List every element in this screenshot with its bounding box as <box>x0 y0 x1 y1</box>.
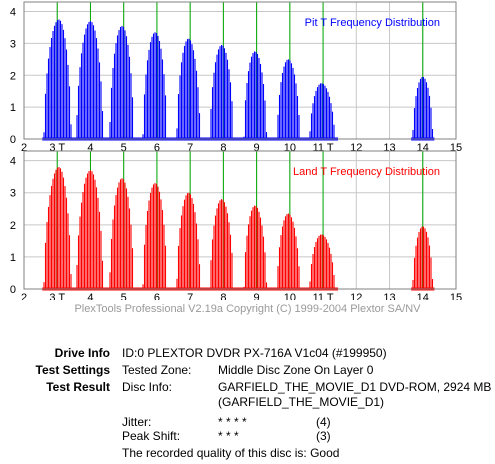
land-x-tick-label: 9 <box>254 292 260 300</box>
disc-info-line2: (GARFIELD_THE_MOVIE_D1) <box>218 395 385 409</box>
land-peak-7 <box>277 213 300 289</box>
land-y-tick-label: 2 <box>10 220 16 232</box>
pit-x-tick-label: 9 <box>254 142 260 154</box>
pit-frame <box>23 1 457 140</box>
land-peak-8 <box>309 234 335 289</box>
pit-x-tick-label: 8 <box>220 142 226 154</box>
peak-shift-stars: * * * <box>218 429 239 443</box>
pit-peak-1 <box>76 21 104 139</box>
pit-y-tick-label: 0 <box>10 134 16 146</box>
pit-x-tick-label: 2 <box>21 142 27 154</box>
pit-x-tick-label: 4 <box>87 142 93 154</box>
quality-text: The recorded quality of this disc is: Go… <box>122 446 340 460</box>
copyright-text: PlexTools Professional V2.19a Copyright … <box>74 303 421 315</box>
pit-chart-title: Pit T Frequency Distribution <box>305 17 440 29</box>
land-y-tick-label: 3 <box>10 188 16 200</box>
land-x-tick-label: 11 T <box>313 292 334 300</box>
pit-x-tick-label: 5 <box>121 142 127 154</box>
land-peak-6 <box>243 205 268 289</box>
pit-peak-6 <box>243 51 268 139</box>
land-y-tick-label: 0 <box>10 284 16 296</box>
pit-peak-4 <box>176 38 201 139</box>
jitter-score: (4) <box>316 415 331 429</box>
land-y-tick-label: 1 <box>10 252 16 264</box>
land-peak-1 <box>76 170 104 289</box>
land-peak-0 <box>43 167 72 289</box>
pit-y-tick-label: 3 <box>10 38 16 50</box>
land-peak-3 <box>142 183 167 289</box>
peak-shift-label: Peak Shift: <box>122 429 181 443</box>
land-x-tick-label: 10 <box>284 292 296 300</box>
land-frame <box>23 150 457 290</box>
disc-info-label: Disc Info: <box>122 380 173 394</box>
drive-info-label: Drive Info <box>54 346 110 360</box>
land-y-tick-label: 4 <box>10 156 16 168</box>
land-x-tick-label: 4 <box>87 292 93 300</box>
pit-peak-7 <box>277 59 300 139</box>
land-chart-title: Land T Frequency Distribution <box>293 166 440 178</box>
jitter-label: Jitter: <box>122 415 152 429</box>
land-x-tick-label: 8 <box>220 292 226 300</box>
test-result-label: Test Result <box>46 380 110 394</box>
land-x-tick-label: 14 <box>417 292 429 300</box>
pit-x-tick-label: 6 <box>154 142 160 154</box>
pit-peak-3 <box>142 32 167 139</box>
pit-peak-5 <box>210 45 233 139</box>
land-x-tick-label: 3 T <box>49 292 65 300</box>
land-x-tick-label: 6 <box>154 292 160 300</box>
pit-y-tick-label: 2 <box>10 70 16 82</box>
land-x-tick-label: 5 <box>121 292 127 300</box>
land-peak-9 <box>412 226 434 289</box>
drive-info-value: ID:0 PLEXTOR DVDR PX-716A V1c04 (#199950… <box>122 346 387 360</box>
disc-info-line1: GARFIELD_THE_MOVIE_D1 DVD-ROM, 2924 MB <box>218 380 492 394</box>
tested-zone-label: Tested Zone: <box>122 363 192 377</box>
pit-peak-8 <box>309 83 335 139</box>
land-x-tick-label: 7 <box>187 292 193 300</box>
pit-y-tick-label: 4 <box>10 7 16 19</box>
tested-zone-value: Middle Disc Zone On Layer 0 <box>218 363 374 377</box>
pit-peak-0 <box>43 19 72 139</box>
pit-x-tick-label: 7 <box>187 142 193 154</box>
land-x-tick-label: 15 <box>450 292 462 300</box>
land-x-tick-label: 13 <box>383 292 395 300</box>
pit-y-tick-label: 1 <box>10 102 16 114</box>
land-x-tick-label: 2 <box>21 292 27 300</box>
land-x-tick-label: 12 <box>350 292 362 300</box>
test-settings-label: Test Settings <box>35 363 110 377</box>
land-peak-2 <box>109 178 134 289</box>
land-peak-4 <box>176 192 201 289</box>
land-peak-5 <box>210 199 233 289</box>
peak-shift-score: (3) <box>316 429 331 443</box>
jitter-stars: * * * * <box>218 415 247 429</box>
pit-peak-2 <box>109 25 134 139</box>
